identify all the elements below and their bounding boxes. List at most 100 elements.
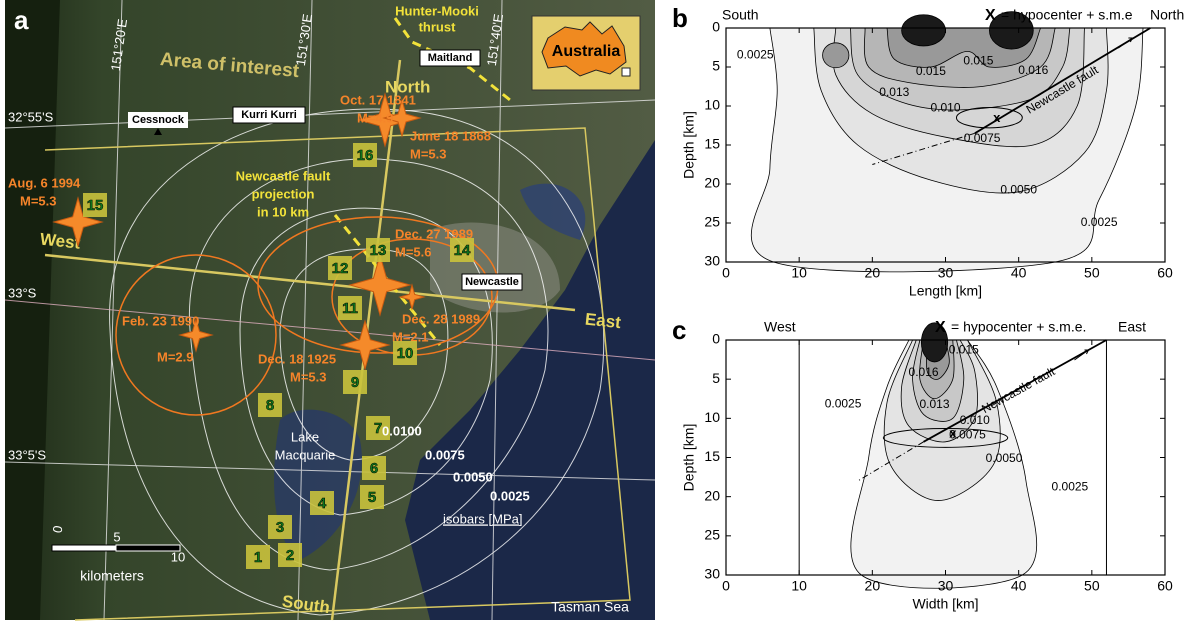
site-number: 4 (318, 495, 327, 512)
y-axis-label: Depth [km] (681, 111, 697, 179)
x-axis-label: Width [km] (912, 596, 978, 612)
contour-label: 0.010 (960, 413, 990, 427)
contour-label: 0.013 (920, 397, 950, 411)
y-tick-label: 0 (712, 331, 720, 347)
direction-label: West (764, 319, 796, 335)
site-number: 13 (370, 242, 387, 259)
site-number: 14 (454, 242, 471, 259)
y-tick-label: 5 (712, 370, 720, 386)
y-tick-label: 25 (704, 527, 720, 543)
earthquake-magnitude: M=5.3 (290, 369, 327, 384)
x-tick-label: 60 (1157, 578, 1173, 594)
town-label: Newcastle (465, 276, 519, 288)
x-tick-label: 0 (722, 578, 730, 594)
contour-label: 0.0025 (825, 396, 862, 410)
lake-label: Lake (291, 429, 319, 444)
town-label: Kurri Kurri (241, 109, 297, 121)
fault-label: projection (252, 186, 315, 201)
site-number: 7 (374, 420, 382, 437)
y-tick-label: 10 (704, 97, 720, 113)
plot-panel: xNewcastle fault0.00250.0150.0150.0160.0… (672, 3, 1184, 299)
earthquake-magnitude: M=2.9 (157, 349, 194, 364)
earthquake-date: Dec. 28 1989 (402, 311, 480, 326)
x-tick-label: 30 (938, 578, 954, 594)
isobar-label: 0.0075 (425, 447, 465, 462)
site-number: 5 (368, 489, 376, 506)
earthquake-date: Aug. 6 1994 (8, 175, 81, 190)
earthquake-date: Feb. 23 1990 (122, 313, 199, 328)
contour-label: 0.0025 (737, 47, 774, 61)
x-tick-label: 10 (791, 578, 807, 594)
direction-label: East (1118, 319, 1146, 335)
x-tick-label: 50 (1084, 265, 1100, 281)
panel-label: b (672, 3, 688, 33)
y-tick-label: 20 (704, 175, 720, 191)
thrust-label: Hunter-Mooki (395, 3, 479, 18)
x-axis-label: Length [km] (909, 283, 982, 299)
earthquake-date: Dec. 18 1925 (258, 351, 336, 366)
town-label: Maitland (428, 52, 473, 64)
site-number: 10 (397, 345, 414, 362)
contour-label: 0.016 (1018, 63, 1048, 77)
y-tick-label: 30 (704, 566, 720, 582)
lake-label: Macquarie (275, 447, 336, 462)
legend-text: = hypocenter + s.m.e (1001, 7, 1133, 23)
direction-label: North (1150, 7, 1184, 23)
figure: a151°20'E151°30'E151°40'E32°55'S33°S33°5… (0, 0, 1193, 624)
fault-label: Newcastle fault (236, 168, 331, 183)
scale-unit: kilometers (80, 568, 144, 584)
site-number: 16 (357, 147, 374, 164)
contour-core (823, 43, 849, 68)
scale-bar (52, 545, 116, 551)
map-panel (5, 0, 655, 620)
contour-label: 0.0025 (1052, 479, 1089, 493)
isobar-label: 0.0050 (453, 469, 493, 484)
contour-label: 0.0075 (964, 131, 1001, 145)
x-tick-label: 30 (938, 265, 954, 281)
x-tick-label: 50 (1084, 578, 1100, 594)
latitude-label: 32°55'S (8, 109, 54, 124)
legend-marker: X (935, 319, 946, 336)
contour-label: 0.0025 (1081, 215, 1118, 229)
contour-label: 0.010 (930, 101, 960, 115)
contour-label: 0.0075 (949, 428, 986, 442)
town-label: Cessnock (132, 114, 185, 126)
x-tick-label: 0 (722, 265, 730, 281)
site-number: 15 (87, 197, 104, 214)
contour-label: 0.015 (963, 54, 993, 68)
site-number: 9 (351, 374, 359, 391)
isobar-label: 0.0100 (382, 423, 422, 438)
inset-marker (622, 68, 630, 76)
earthquake-magnitude: M=5.3 (20, 193, 57, 208)
earthquake-date: June 18 1868 (410, 128, 491, 143)
panel-label: c (672, 315, 686, 345)
contour-label: 0.0050 (1000, 182, 1037, 196)
site-number: 8 (266, 397, 274, 414)
earthquake-magnitude: M=5.3 (410, 146, 447, 161)
hypocenter-marker: x (993, 110, 1001, 125)
site-number: 11 (342, 300, 358, 317)
y-tick-label: 0 (712, 19, 720, 35)
sea-label: Tasman Sea (551, 599, 629, 615)
y-tick-label: 15 (704, 136, 720, 152)
latitude-label: 33°5'S (8, 447, 46, 462)
x-tick-label: 10 (791, 265, 807, 281)
scale-tick: 5 (113, 529, 120, 544)
latitude-label: 33°S (8, 285, 37, 300)
x-tick-label: 40 (1011, 578, 1027, 594)
direction-label: East (584, 310, 622, 333)
scale-tick: 10 (171, 549, 185, 564)
site-number: 3 (276, 519, 284, 536)
earthquake-magnitude: M=4.9 (357, 110, 394, 125)
site-number: 12 (332, 260, 349, 277)
y-axis-label: Depth [km] (681, 424, 697, 492)
x-tick-label: 20 (865, 265, 881, 281)
direction-label: South (722, 7, 759, 23)
y-tick-label: 10 (704, 409, 720, 425)
contour-label: 0.016 (909, 365, 939, 379)
contour-label: 0.013 (879, 85, 909, 99)
x-tick-label: 40 (1011, 265, 1027, 281)
inset-label: Australia (552, 43, 621, 60)
earthquake-date: Oct. 17 1841 (340, 92, 416, 107)
